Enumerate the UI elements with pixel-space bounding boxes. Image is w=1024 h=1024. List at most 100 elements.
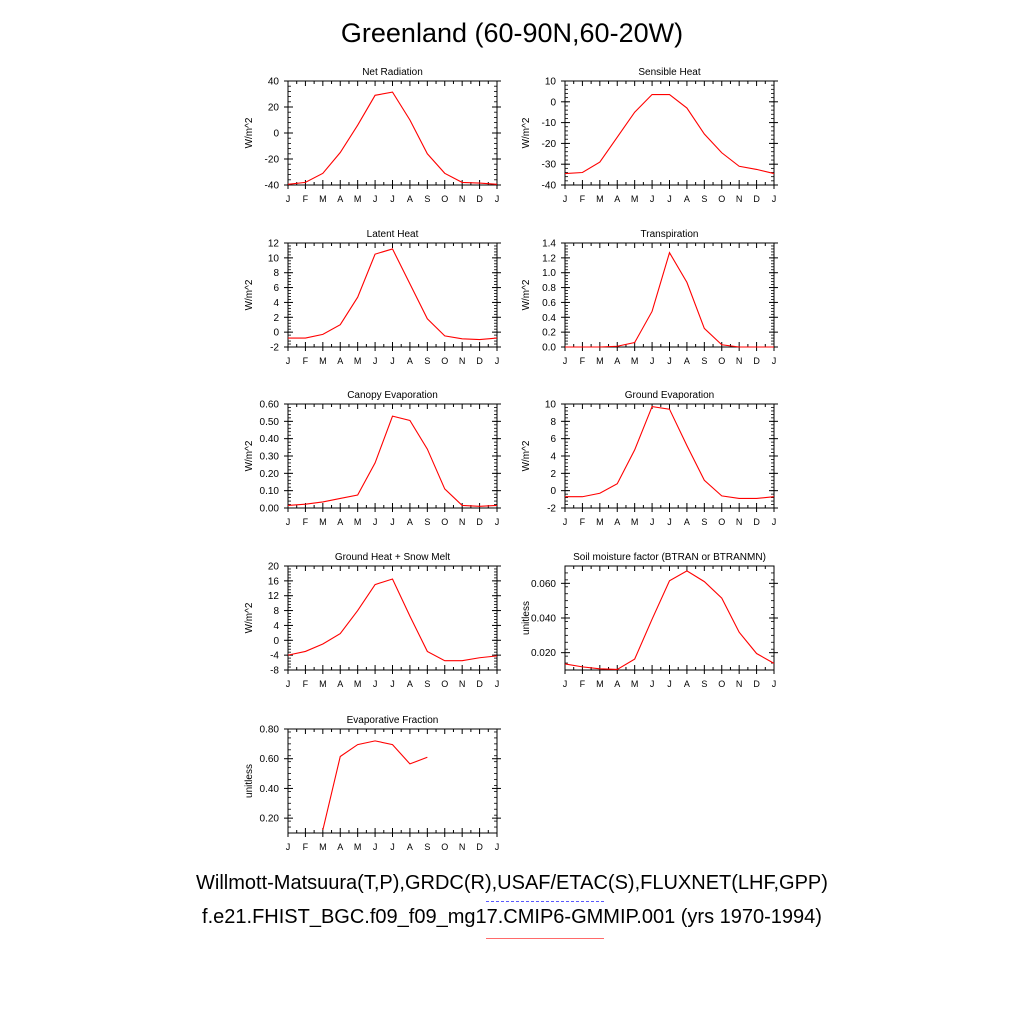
x-tick-label: S [424,842,430,852]
x-tick-label: M [631,517,639,527]
x-tick-label: N [459,194,466,204]
y-tick-label: -20 [542,139,557,150]
x-tick-label: M [354,842,362,852]
x-tick-label: M [596,356,604,366]
x-tick-label: M [354,194,362,204]
y-tick-label: -2 [547,504,556,515]
y-tick-label: 2 [550,469,556,480]
y-tick-label: 6 [273,283,279,294]
x-tick-label: S [424,517,430,527]
x-tick-label: J [390,842,395,852]
y-tick-label: 20 [268,103,280,114]
x-tick-label: J [286,679,291,689]
series-line [564,570,775,671]
y-axis-label: W/m^2 [521,440,532,471]
x-tick-label: D [476,679,483,689]
model-case-name: f.e21.FHIST_BGC.f09_f09_mg17.CMIP6-GMMIP… [202,906,822,928]
x-tick-label: N [736,517,743,527]
x-tick-label: A [337,194,343,204]
y-tick-label: 0.60 [260,754,280,765]
series-line [287,578,498,662]
y-tick-label: 0.80 [260,725,280,736]
y-tick-label: 12 [268,239,280,250]
y-axis-label: W/m^2 [244,117,255,148]
x-tick-label: A [337,842,343,852]
obs-legend-line [486,901,604,902]
x-tick-label: O [441,842,448,852]
panel-title: Soil moisture factor (BTRAN or BTRANMN) [573,552,766,563]
y-tick-label: 0.060 [531,579,556,590]
x-tick-label: O [441,194,448,204]
x-tick-label: N [459,679,466,689]
x-tick-label: M [319,194,327,204]
x-tick-label: M [631,356,639,366]
plot-frame [287,403,498,509]
y-tick-label: 0.60 [260,400,280,411]
y-tick-label: 0.40 [260,434,280,445]
x-tick-label: A [337,679,343,689]
x-tick-label: A [684,194,690,204]
y-tick-label: -40 [265,181,280,192]
x-tick-label: M [596,517,604,527]
panel-title: Ground Heat + Snow Melt [335,552,451,563]
x-tick-label: J [373,517,378,527]
x-tick-label: J [390,194,395,204]
x-tick-label: F [580,356,586,366]
y-tick-label: 0.6 [542,298,556,309]
x-tick-label: J [373,679,378,689]
series-line [564,93,775,175]
y-axis-label: W/m^2 [521,117,532,148]
x-tick-label: M [319,517,327,527]
x-tick-label: O [718,679,725,689]
y-tick-label: 0.00 [260,504,280,515]
figure-title: Greenland (60-90N,60-20W) [340,18,684,48]
x-tick-label: J [286,842,291,852]
panel-title: Evaporative Fraction [347,715,439,726]
x-tick-label: F [303,679,309,689]
x-tick-label: J [390,517,395,527]
y-tick-label: 10 [268,253,280,264]
y-tick-label: 2 [273,313,279,324]
y-tick-label: 4 [273,298,279,309]
x-tick-label: J [495,842,500,852]
x-tick-label: A [407,517,413,527]
y-tick-label: 0.4 [542,313,556,324]
y-axis-label: W/m^2 [244,602,255,633]
x-tick-label: D [753,517,760,527]
y-tick-label: 4 [550,452,556,463]
series-line [288,248,498,341]
y-tick-label: -20 [265,155,280,166]
y-tick-label: -2 [270,343,279,354]
x-tick-label: A [337,356,343,366]
x-tick-label: J [563,517,568,527]
y-tick-label: 16 [268,576,280,587]
x-tick-label: D [476,517,483,527]
x-tick-label: A [407,356,413,366]
x-tick-label: M [319,679,327,689]
y-tick-label: 10 [545,400,557,411]
x-tick-label: J [563,679,568,689]
y-tick-label: 0 [273,328,279,339]
x-tick-label: A [407,842,413,852]
x-tick-label: S [701,517,707,527]
panel-title: Canopy Evaporation [347,390,438,401]
panel-title: Ground Evaporation [625,390,715,401]
x-tick-label: J [495,194,500,204]
y-axis-label: W/m^2 [521,279,532,310]
x-tick-label: J [563,356,568,366]
x-tick-label: J [390,356,395,366]
y-tick-label: 8 [550,417,556,428]
x-tick-label: J [650,194,655,204]
x-tick-label: D [753,356,760,366]
x-tick-label: M [596,679,604,689]
x-tick-label: J [650,356,655,366]
y-tick-label: 0.20 [260,469,280,480]
x-tick-label: A [684,679,690,689]
panel-title: Transpiration [641,229,699,240]
